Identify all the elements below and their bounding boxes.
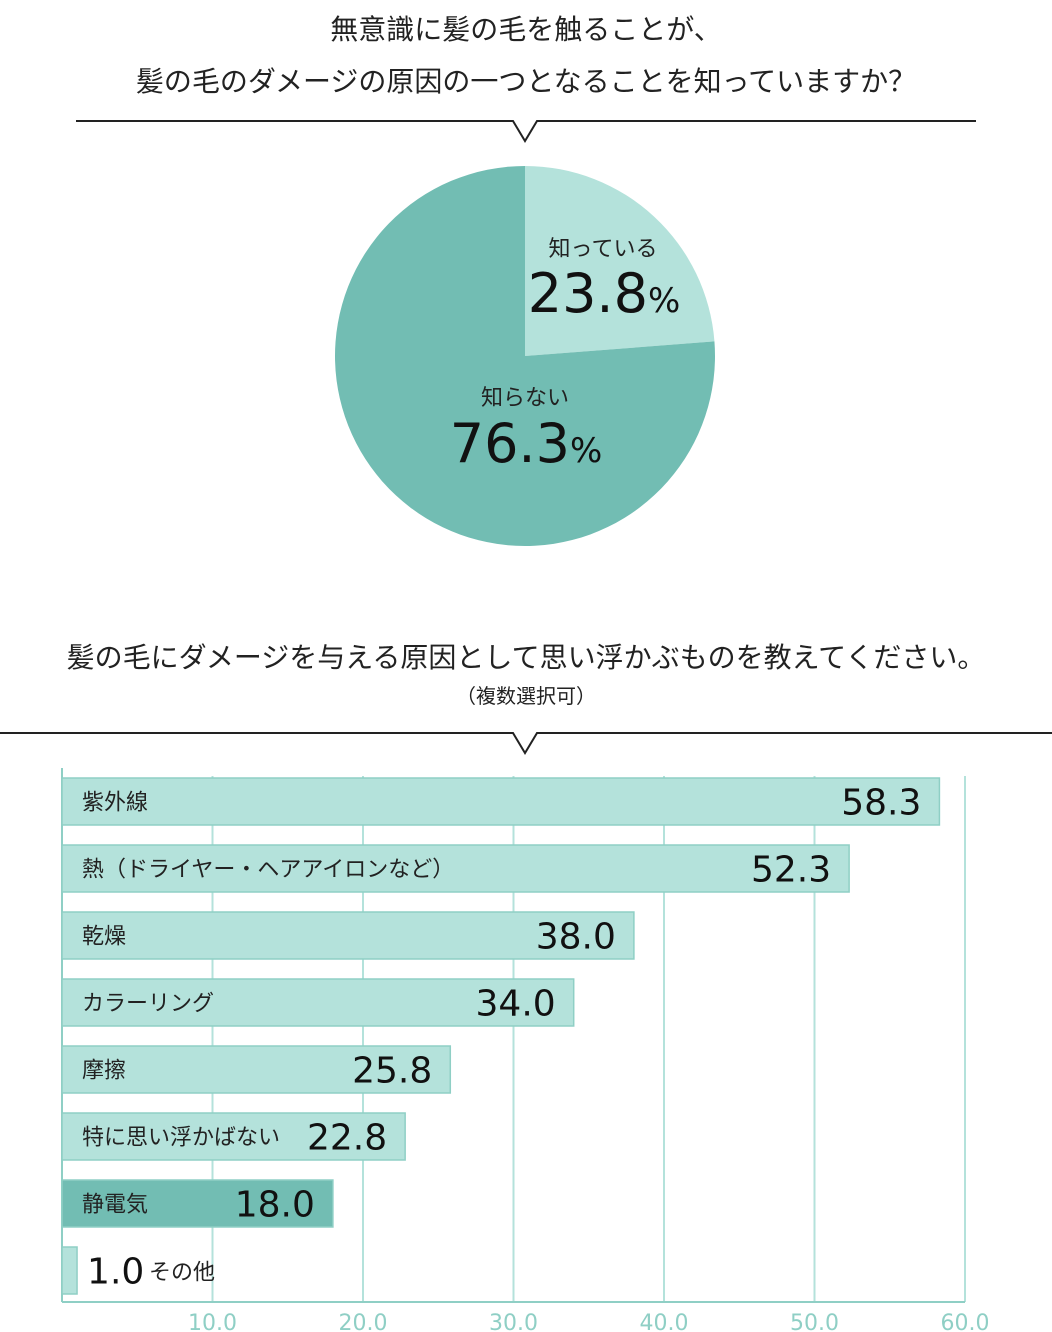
bar-chart: 10.0 20.0 30.0 40.0 50.0 60.0 紫外線 58.3 熱（ドライヤー・ヘ… bbox=[61, 768, 990, 1332]
bar bbox=[61, 844, 850, 893]
pie-slice-value: 76.3% bbox=[450, 412, 603, 475]
pie-slice-value-number: 23.8 bbox=[528, 262, 648, 325]
pie-slice-value-unit: % bbox=[570, 431, 602, 471]
pie-slice-value-unit: % bbox=[648, 281, 680, 321]
bar-divider bbox=[0, 732, 1052, 755]
x-tick-label: 30.0 bbox=[489, 1311, 538, 1332]
pie-divider bbox=[76, 120, 976, 143]
bar-value-label: 34.0 bbox=[476, 984, 556, 1025]
bar-value-label: 25.8 bbox=[352, 1051, 432, 1092]
bar-category-label: 熱（ドライヤー・ヘアアイロンなど） bbox=[82, 858, 454, 883]
pie-slice-label: 知っている bbox=[549, 237, 658, 262]
bar bbox=[61, 777, 941, 826]
dividers bbox=[0, 120, 1052, 755]
bar-value-label: 1.0 bbox=[87, 1252, 144, 1293]
bar-category-label: 摩擦 bbox=[82, 1059, 126, 1084]
x-tick-label: 10.0 bbox=[188, 1311, 237, 1332]
pie-slice bbox=[335, 166, 716, 546]
pie-slice-value-number: 76.3 bbox=[450, 412, 570, 475]
bar-category-label: 特に思い浮かばない bbox=[82, 1126, 280, 1151]
bar bbox=[61, 1179, 334, 1228]
bar bbox=[61, 978, 575, 1027]
bar bbox=[61, 1112, 406, 1161]
x-tick-label: 50.0 bbox=[790, 1311, 839, 1332]
pie-slice-value: 23.8% bbox=[528, 262, 681, 325]
bar-value-label: 38.0 bbox=[536, 917, 616, 958]
bar bbox=[61, 911, 635, 960]
bar-question: 髪の毛にダメージを与える原因として思い浮かぶものを教えてください。 bbox=[66, 641, 986, 674]
pie-slice-label: 知らない bbox=[481, 386, 569, 411]
pie-slice bbox=[525, 166, 715, 356]
bar-value-label: 18.0 bbox=[235, 1185, 315, 1226]
bar-value-label: 58.3 bbox=[841, 783, 921, 824]
bar-question-note: （複数選択可） bbox=[456, 684, 596, 708]
x-tick-label: 60.0 bbox=[941, 1311, 990, 1332]
bar bbox=[61, 1246, 78, 1295]
bar bbox=[61, 1045, 452, 1094]
bar-category-label: 静電気 bbox=[82, 1193, 148, 1218]
bar-category-label: その他 bbox=[149, 1261, 215, 1286]
bar-category-label: 乾燥 bbox=[82, 925, 126, 950]
bar-category-label: カラーリング bbox=[82, 992, 214, 1017]
bar-value-label: 22.8 bbox=[307, 1118, 387, 1159]
bar-category-label: 紫外線 bbox=[82, 791, 148, 816]
pie-question-line-2: 髪の毛のダメージの原因の一つとなることを知っていますか？ bbox=[135, 65, 917, 98]
x-tick-label: 20.0 bbox=[339, 1311, 388, 1332]
x-tick-label: 40.0 bbox=[640, 1311, 689, 1332]
bar-value-label: 52.3 bbox=[751, 850, 831, 891]
pie-question-line-1: 無意識に髪の毛を触ることが、 bbox=[330, 13, 722, 46]
